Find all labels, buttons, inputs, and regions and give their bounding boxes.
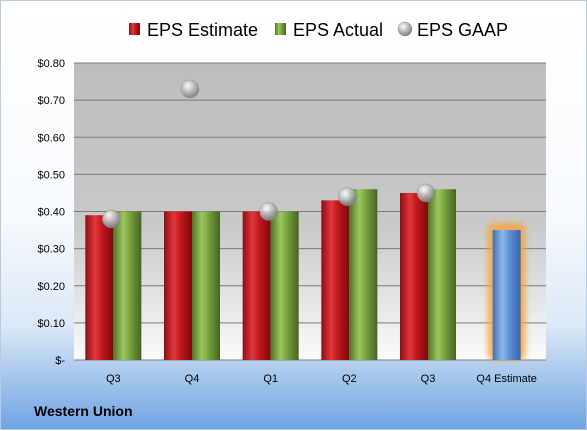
eps-actual-bar <box>192 211 220 360</box>
x-tick-label: Q4 <box>185 373 200 385</box>
eps-actual-bar <box>270 211 299 360</box>
eps-actual-bar <box>349 189 378 360</box>
y-tick-label: $0.30 <box>37 244 65 256</box>
eps-gaap-point <box>180 79 200 99</box>
eps-gaap-point <box>416 183 436 203</box>
y-tick-label: $0.40 <box>37 207 65 219</box>
x-tick-label: Q3 <box>421 373 436 385</box>
legend-eps-gaap-label: EPS GAAP <box>417 20 508 40</box>
legend-eps-estimate-marker <box>129 23 140 35</box>
y-tick-label: $0.20 <box>37 281 65 293</box>
eps-estimate-bar <box>242 211 271 360</box>
x-tick-label: Q4 Estimate <box>476 373 537 385</box>
y-tick-label: $0.10 <box>37 318 65 330</box>
eps-estimate-bar <box>321 200 350 360</box>
x-tick-label: Q1 <box>263 373 278 385</box>
y-tick-label: $- <box>55 355 65 367</box>
eps-gaap-point <box>338 187 357 206</box>
legend-eps-actual-label: EPS Actual <box>293 20 383 40</box>
eps-actual-bar <box>113 211 142 360</box>
company-name: Western Union <box>34 403 133 419</box>
x-tick-label: Q3 <box>106 373 121 385</box>
y-tick-label: $0.60 <box>37 132 65 144</box>
y-tick-label: $0.50 <box>37 169 65 181</box>
eps-gaap-point <box>102 209 121 229</box>
eps-estimate-bar <box>164 211 192 360</box>
eps-gaap-point <box>259 202 278 221</box>
legend-eps-estimate-label: EPS Estimate <box>147 20 258 40</box>
y-tick-label: $0.80 <box>37 58 65 70</box>
legend-eps-gaap-marker <box>397 21 413 37</box>
y-tick-label: $0.70 <box>37 95 65 107</box>
eps-estimate-bar <box>85 215 114 360</box>
x-tick-label: Q2 <box>342 373 357 385</box>
eps-estimate-bar <box>400 192 428 360</box>
eps-actual-bar <box>428 189 456 360</box>
legend-eps-actual-marker <box>275 23 286 35</box>
q4-estimate-bar <box>492 230 521 360</box>
